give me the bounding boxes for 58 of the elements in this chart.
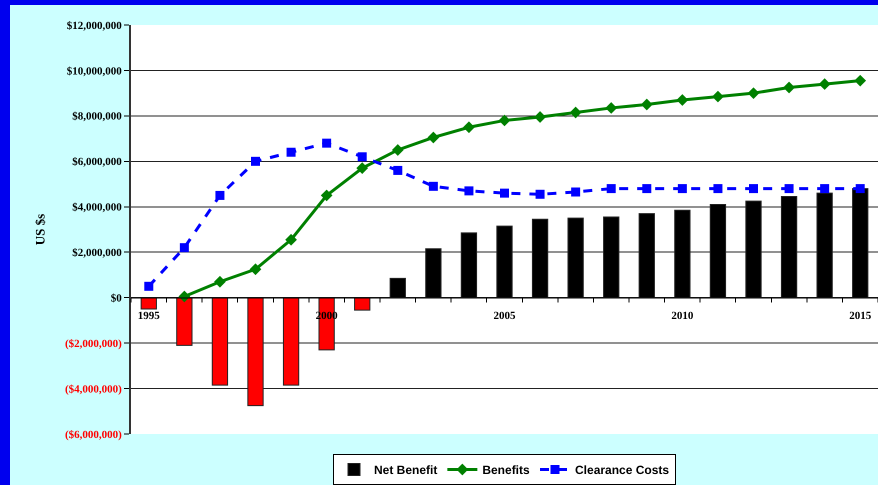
point xyxy=(642,184,652,194)
x-tick-label: 1995 xyxy=(138,310,160,322)
point xyxy=(605,102,618,114)
point xyxy=(393,166,402,175)
point xyxy=(676,94,688,106)
point xyxy=(250,263,262,276)
point xyxy=(820,184,830,194)
point xyxy=(144,282,154,291)
point xyxy=(500,188,509,198)
y-axis-title: US $s xyxy=(32,214,48,246)
point xyxy=(428,132,440,144)
point xyxy=(215,190,224,200)
point xyxy=(358,152,367,162)
legend-label: Benefits xyxy=(482,463,530,478)
point xyxy=(356,162,368,174)
point xyxy=(180,243,189,252)
point xyxy=(713,184,722,194)
point xyxy=(571,188,580,197)
point xyxy=(784,184,794,194)
point xyxy=(606,184,616,194)
point xyxy=(320,190,332,202)
legend-label: Clearance Costs xyxy=(575,463,670,478)
point xyxy=(783,82,795,94)
y-tick-label: $6,000,000 xyxy=(72,156,122,168)
point xyxy=(818,78,830,90)
point xyxy=(214,276,226,288)
y-tick-label: $12,000,000 xyxy=(66,20,122,32)
point xyxy=(464,186,474,196)
point xyxy=(286,148,296,157)
point xyxy=(749,184,758,194)
y-tick-label: $10,000,000 xyxy=(66,65,122,78)
point xyxy=(392,144,404,156)
point xyxy=(322,138,332,148)
point xyxy=(712,90,724,102)
point xyxy=(640,98,653,110)
y-tick-label: $8,000,000 xyxy=(72,110,122,123)
y-tick-label: $4,000,000 xyxy=(72,202,122,214)
y-tick-label: $2,000,000 xyxy=(72,247,122,260)
point xyxy=(463,121,475,134)
point xyxy=(678,184,687,194)
y-tick-label: ($4,000,000) xyxy=(64,383,122,396)
point xyxy=(748,87,760,100)
y-tick-label: $0 xyxy=(110,292,122,305)
point xyxy=(498,114,510,126)
x-tick-label: 2005 xyxy=(494,310,516,322)
x-tick-label: 2010 xyxy=(671,310,694,322)
y-tick-label: ($2,000,000) xyxy=(64,338,122,350)
point xyxy=(534,111,546,123)
point xyxy=(854,74,866,87)
legend-label: Net Benefit xyxy=(374,463,438,478)
y-tick-label: ($6,000,000) xyxy=(64,428,122,441)
x-tick-label: 2015 xyxy=(849,310,872,322)
point xyxy=(856,184,865,194)
point xyxy=(251,156,260,166)
point xyxy=(570,106,582,118)
point xyxy=(428,182,438,191)
point xyxy=(285,234,297,246)
point xyxy=(536,190,545,199)
